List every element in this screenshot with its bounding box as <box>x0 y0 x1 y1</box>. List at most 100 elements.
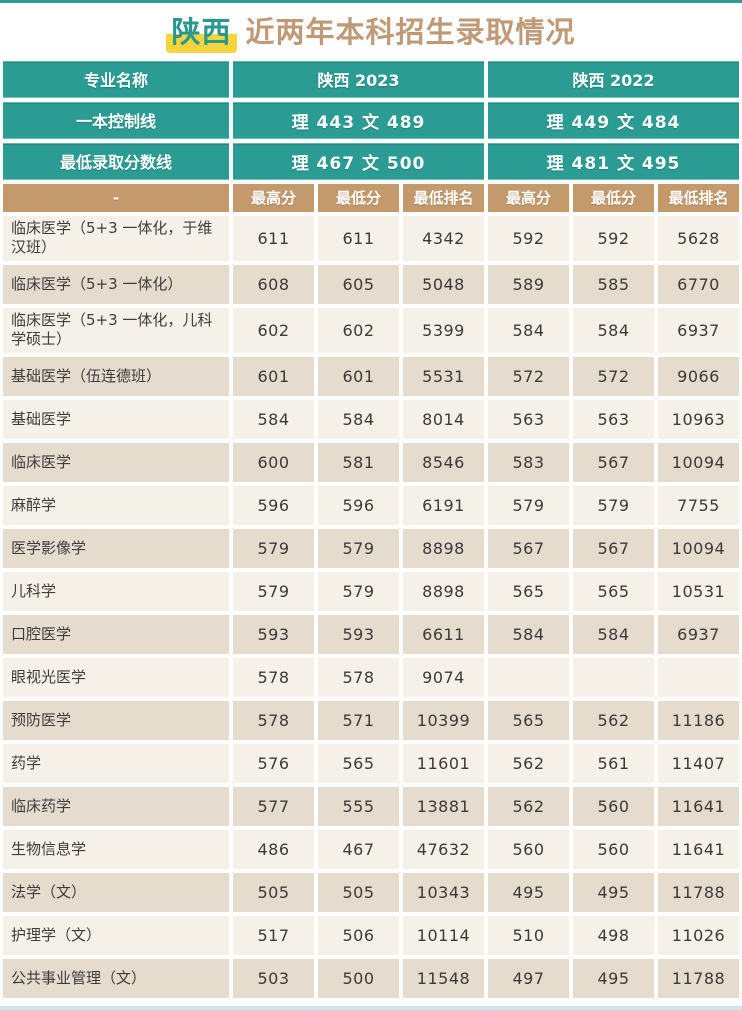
value-cell: 498 <box>573 915 654 955</box>
major-cell: 临床医学（5+3 一体化，儿科学硕士） <box>3 307 229 353</box>
major-cell: 口腔医学 <box>3 614 229 654</box>
major-cell: 公共事业管理（文） <box>3 958 229 998</box>
min-score-line-label: 最低录取分数线 <box>3 142 229 180</box>
value-cell: 10114 <box>403 915 484 955</box>
major-cell: 基础医学（伍连德班） <box>3 356 229 396</box>
value-cell: 592 <box>573 215 654 261</box>
subheader-col-rank-2023: 最低排名 <box>403 183 484 212</box>
value-cell: 605 <box>318 264 399 304</box>
value-cell: 584 <box>233 399 314 439</box>
value-cell: 560 <box>488 829 569 869</box>
subheader-dash: - <box>3 183 229 212</box>
value-cell: 584 <box>573 307 654 353</box>
value-cell: 578 <box>233 700 314 740</box>
value-cell: 579 <box>318 571 399 611</box>
value-cell: 600 <box>233 442 314 482</box>
control-line-2022: 理 449 文 484 <box>488 101 739 139</box>
value-cell: 8898 <box>403 528 484 568</box>
value-cell: 578 <box>318 657 399 697</box>
value-cell: 6937 <box>658 307 739 353</box>
control-line-2023: 理 443 文 489 <box>233 101 484 139</box>
min-score-line-2022: 理 481 文 495 <box>488 142 739 180</box>
value-cell: 565 <box>488 571 569 611</box>
value-cell: 579 <box>488 485 569 525</box>
value-cell: 495 <box>573 958 654 998</box>
major-cell: 麻醉学 <box>3 485 229 525</box>
major-cell: 眼视光医学 <box>3 657 229 697</box>
min-score-line-2023: 理 467 文 500 <box>233 142 484 180</box>
value-cell: 602 <box>318 307 399 353</box>
major-cell: 医学影像学 <box>3 528 229 568</box>
value-cell <box>658 657 739 697</box>
value-cell: 579 <box>318 528 399 568</box>
value-cell: 8014 <box>403 399 484 439</box>
value-cell: 6937 <box>658 614 739 654</box>
title-highlight: 陕西 <box>166 15 237 53</box>
value-cell: 11788 <box>658 958 739 998</box>
value-cell: 611 <box>233 215 314 261</box>
major-cell: 护理学（文） <box>3 915 229 955</box>
value-cell <box>488 657 569 697</box>
value-cell: 572 <box>573 356 654 396</box>
value-cell: 571 <box>318 700 399 740</box>
value-cell: 579 <box>233 571 314 611</box>
subheader-col-rank-2022: 最低排名 <box>658 183 739 212</box>
value-cell: 585 <box>573 264 654 304</box>
subheader-col-max-2022: 最高分 <box>488 183 569 212</box>
value-cell: 593 <box>318 614 399 654</box>
value-cell: 505 <box>233 872 314 912</box>
value-cell: 581 <box>318 442 399 482</box>
value-cell: 589 <box>488 264 569 304</box>
major-cell: 临床医学 <box>3 442 229 482</box>
value-cell: 583 <box>488 442 569 482</box>
major-cell: 儿科学 <box>3 571 229 611</box>
header-2022-cell: 陕西 2022 <box>488 60 739 98</box>
value-cell: 576 <box>233 743 314 783</box>
value-cell: 593 <box>233 614 314 654</box>
value-cell: 6191 <box>403 485 484 525</box>
major-cell: 临床医学（5+3 一体化） <box>3 264 229 304</box>
top-divider <box>0 0 742 3</box>
value-cell: 506 <box>318 915 399 955</box>
value-cell: 10343 <box>403 872 484 912</box>
title-text: 近两年本科招生录取情况 <box>245 15 576 49</box>
value-cell: 4342 <box>403 215 484 261</box>
value-cell: 10094 <box>658 442 739 482</box>
value-cell: 584 <box>488 307 569 353</box>
value-cell: 567 <box>488 528 569 568</box>
value-cell: 5399 <box>403 307 484 353</box>
value-cell: 578 <box>233 657 314 697</box>
major-cell: 临床药学 <box>3 786 229 826</box>
value-cell: 572 <box>488 356 569 396</box>
subheader-col-min-2023: 最低分 <box>318 183 399 212</box>
value-cell: 601 <box>318 356 399 396</box>
value-cell: 47632 <box>403 829 484 869</box>
value-cell: 5628 <box>658 215 739 261</box>
page-title: 陕西 近两年本科招生录取情况 <box>0 3 742 61</box>
value-cell: 9066 <box>658 356 739 396</box>
value-cell: 11641 <box>658 786 739 826</box>
value-cell: 11407 <box>658 743 739 783</box>
value-cell <box>573 657 654 697</box>
value-cell: 5048 <box>403 264 484 304</box>
value-cell: 6611 <box>403 614 484 654</box>
value-cell: 517 <box>233 915 314 955</box>
value-cell: 584 <box>318 399 399 439</box>
value-cell: 467 <box>318 829 399 869</box>
table-grid: 专业名称 陕西 2023 陕西 2022 一本控制线 理 443 文 489 理… <box>3 60 739 998</box>
value-cell: 11548 <box>403 958 484 998</box>
value-cell: 562 <box>488 743 569 783</box>
value-cell: 510 <box>488 915 569 955</box>
value-cell: 486 <box>233 829 314 869</box>
value-cell: 562 <box>488 786 569 826</box>
value-cell: 577 <box>233 786 314 826</box>
value-cell: 596 <box>318 485 399 525</box>
value-cell: 8546 <box>403 442 484 482</box>
value-cell: 567 <box>573 442 654 482</box>
value-cell: 9074 <box>403 657 484 697</box>
subheader-col-max-2023: 最高分 <box>233 183 314 212</box>
value-cell: 500 <box>318 958 399 998</box>
value-cell: 10531 <box>658 571 739 611</box>
header-2023-cell: 陕西 2023 <box>233 60 484 98</box>
value-cell: 584 <box>573 614 654 654</box>
